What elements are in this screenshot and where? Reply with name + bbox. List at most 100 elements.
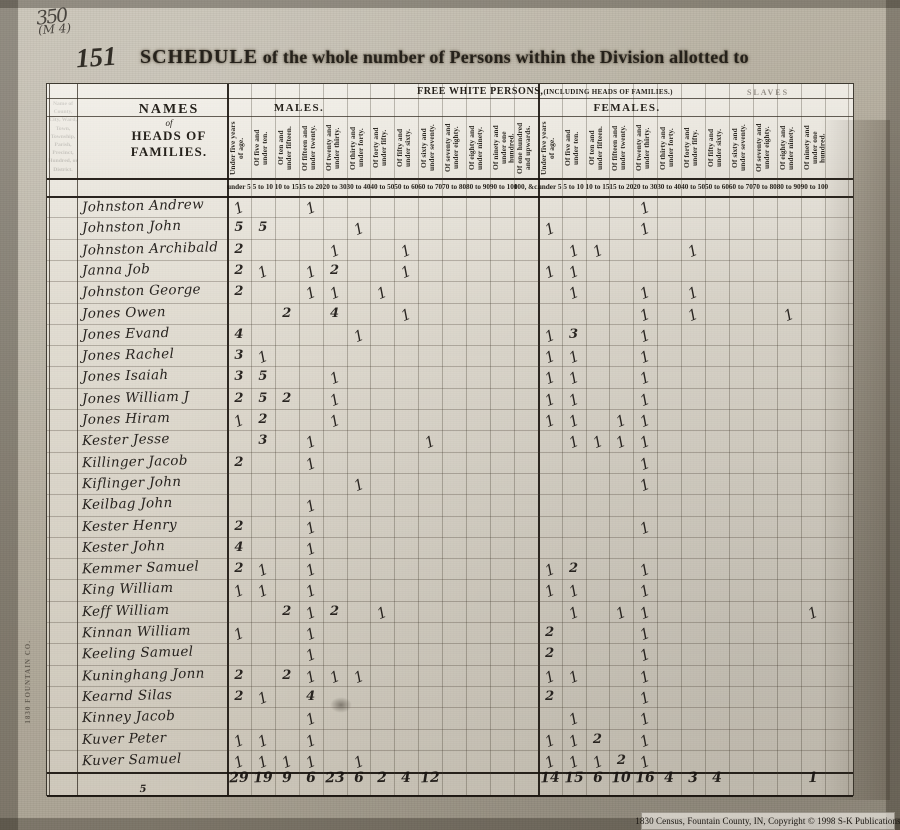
- census-tally-mark: 2: [234, 262, 244, 278]
- column-separator: [394, 84, 396, 795]
- head-of-family-name: Keeling Samuel: [81, 643, 194, 663]
- column-total: 6: [592, 769, 603, 787]
- top-annotations: 350 (M 4): [0, 0, 900, 42]
- census-tally-mark: 3: [258, 433, 268, 449]
- age-column-vertical-label: Of ten and under fifteen.: [275, 126, 293, 170]
- age-column-vertical-label: Of fifteen and under twenty.: [610, 125, 628, 171]
- age-range-label: 40 to 50: [681, 183, 706, 191]
- title-rest: of the whole number of Persons within th…: [262, 46, 749, 67]
- age-range-label: 20 to 30: [322, 183, 347, 191]
- page-title: SCHEDULE of the whole number of Persons …: [140, 46, 749, 69]
- age-range-label: 5 to 10: [252, 183, 274, 191]
- head-of-family-name: Jones Owen: [81, 303, 166, 322]
- census-tally-mark: 5: [258, 390, 268, 406]
- age-range-label: 50 to 60: [394, 183, 419, 191]
- rule-age-top: [47, 178, 853, 180]
- names-column-header: NAMES of HEADS OF FAMILIES.: [109, 102, 229, 160]
- age-range-label: 70 to 80: [752, 183, 777, 191]
- age-column-vertical-label: Of five and under ten.: [251, 129, 269, 167]
- rule-group-band: [47, 116, 853, 117]
- page-edge-right: [886, 0, 900, 830]
- column-total: 12: [420, 769, 441, 787]
- head-of-family-name: Johnston George: [81, 281, 202, 301]
- census-tally-mark: 2: [234, 518, 244, 534]
- census-tally-mark: 3: [234, 348, 244, 364]
- column-separator: [49, 84, 50, 795]
- rule-bottom: [47, 795, 853, 797]
- row-separator: [47, 430, 853, 432]
- row-separator: [47, 707, 853, 709]
- census-tally-mark: 2: [234, 667, 244, 683]
- age-column-vertical-label: Of forty and under fifty.: [371, 127, 389, 169]
- row-separator: [47, 366, 853, 368]
- row-separator: [47, 494, 853, 496]
- head-of-family-name: Kemmer Samuel: [81, 558, 200, 578]
- row-separator: [47, 217, 853, 219]
- age-range-label: 10 to 15: [274, 183, 299, 191]
- age-range-label: under 5: [227, 183, 251, 191]
- column-separator: [800, 84, 802, 795]
- head-of-family-name: Kester Henry: [81, 516, 178, 535]
- age-column-vertical-label: Of twenty and under thirty.: [323, 124, 341, 172]
- census-tally-mark: 5: [234, 220, 244, 236]
- head-of-family-name: Jones Rachel: [81, 345, 175, 365]
- head-of-family-name: Kester John: [81, 537, 166, 556]
- column-separator: [489, 84, 491, 795]
- age-column-vertical-label: Of thirty and under forty.: [347, 126, 365, 170]
- age-range-label: 50 to 60: [705, 183, 729, 191]
- census-tally-mark: 5: [258, 369, 268, 385]
- head-of-family-name: Kuninghang Jonn: [81, 665, 205, 685]
- census-tally-mark: 2: [282, 603, 292, 619]
- census-tally-mark: 2: [234, 390, 244, 406]
- names-header-line2: of: [165, 118, 173, 128]
- column-separator: [705, 84, 706, 795]
- row-separator: [47, 472, 853, 474]
- column-total: 29: [228, 769, 249, 787]
- row-separator: [47, 281, 853, 283]
- head-of-family-name: Keilbag John: [81, 495, 173, 514]
- column-separator: [418, 84, 420, 795]
- census-tally-mark: 4: [330, 305, 340, 321]
- age-range-label: 90 to 100: [800, 183, 829, 191]
- names-header-line1: NAMES: [138, 102, 200, 117]
- column-separator: [346, 84, 348, 795]
- copyright-footer: 1830 Census, Fountain County, IN, Copyri…: [635, 812, 900, 830]
- age-column-vertical-label: Of sixty and under seventy.: [419, 124, 436, 172]
- rule-totals-top: [47, 772, 853, 774]
- column-total: 4: [401, 769, 412, 787]
- age-column-vertical-label: Of one hundred and upwards.: [514, 122, 532, 174]
- row-separator: [47, 643, 853, 645]
- column-total: 4: [663, 769, 675, 787]
- title-lead: SCHEDULE: [140, 45, 259, 68]
- row-separator: [47, 685, 853, 687]
- column-separator: [466, 84, 467, 795]
- column-separator: [250, 84, 252, 795]
- column-total: 16: [635, 769, 656, 787]
- column-separator: [609, 84, 611, 795]
- age-range-label: 80 to 90: [466, 183, 490, 191]
- census-tally-mark: 2: [234, 688, 244, 704]
- age-column-vertical-label: Of forty and under fifty.: [682, 127, 699, 169]
- row-separator: [47, 451, 853, 453]
- row-separator: [47, 515, 853, 517]
- females-group-header: FEMALES.: [593, 102, 661, 114]
- archive-sub-annotation: (M 4): [37, 20, 72, 38]
- column-total: 6: [353, 769, 364, 787]
- census-tally-mark: 2: [545, 646, 555, 662]
- row-separator: [47, 409, 853, 410]
- row-separator: [47, 749, 853, 751]
- census-tally-mark: 2: [234, 284, 244, 300]
- age-range-label: 70 to 80: [442, 183, 467, 191]
- names-header-line3: HEADS OF FAMILIES.: [130, 128, 208, 159]
- column-separator: [585, 84, 587, 795]
- age-column-vertical-label: Of fifty and under sixty.: [706, 128, 723, 168]
- age-range-label: 30 to 40: [657, 183, 682, 191]
- age-range-label: 60 to 70: [418, 183, 443, 191]
- column-separator: [561, 84, 563, 795]
- census-tally-mark: 3: [234, 369, 244, 385]
- row-separator: [47, 728, 853, 730]
- age-column-vertical-label: Of five and under ten.: [562, 129, 580, 167]
- age-column-vertical-label: Of ten and under fifteen.: [586, 126, 604, 170]
- column-separator: [298, 84, 300, 795]
- row-separator: [47, 558, 853, 560]
